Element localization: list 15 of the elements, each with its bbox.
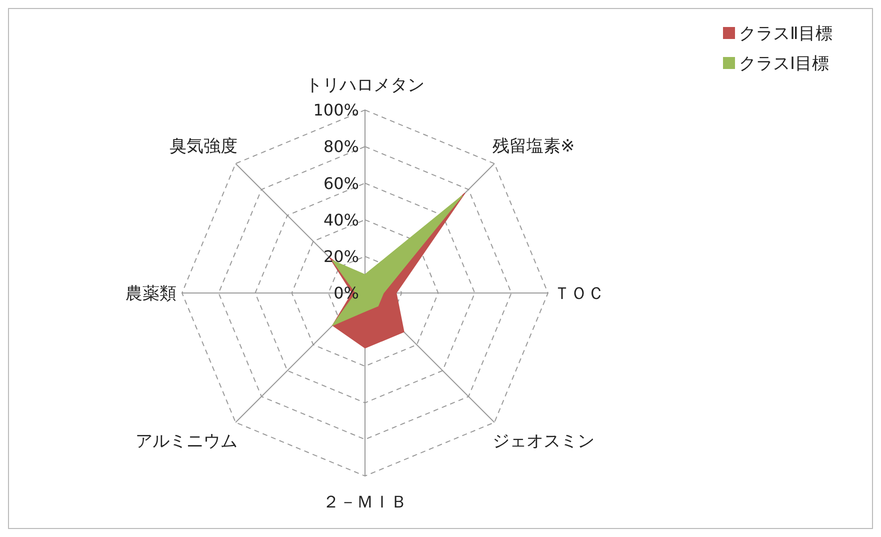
spoke-label: ＴＯＣ (554, 284, 605, 304)
y-tick-label: 20% (323, 247, 359, 266)
y-tick-label: 60% (323, 174, 359, 193)
spoke-label: アルミニウム (135, 431, 238, 452)
spoke-label: トリハロメタン (306, 75, 424, 96)
spoke-label: ジェオスミン (492, 431, 595, 452)
spoke-label: 臭気強度 (169, 136, 238, 156)
spoke-label: 残留塩素※ (492, 136, 575, 156)
spoke-label: 農薬類 (125, 284, 176, 304)
legend-label: クラスⅡ目標 (739, 24, 832, 44)
y-tick-label: 80% (323, 137, 359, 156)
spoke-label: ２－ＭＩＢ (322, 492, 408, 513)
legend-label: クラスⅠ目標 (739, 54, 830, 74)
y-tick-label: 40% (323, 210, 359, 230)
y-tick-label: 100% (313, 100, 359, 120)
